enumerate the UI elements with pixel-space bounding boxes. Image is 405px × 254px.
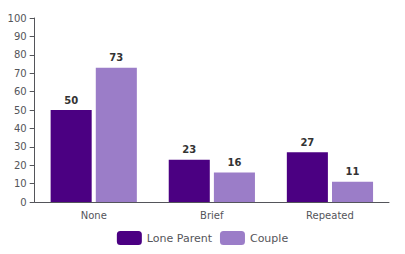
svg-text:Lone Parent: Lone Parent (147, 232, 213, 245)
svg-text:60: 60 (14, 86, 27, 97)
svg-text:40: 40 (14, 123, 27, 134)
svg-text:Repeated: Repeated (306, 210, 354, 221)
svg-text:50: 50 (14, 105, 27, 116)
svg-text:80: 80 (14, 49, 27, 60)
svg-text:20: 20 (14, 160, 27, 171)
svg-text:27: 27 (300, 137, 314, 148)
svg-text:11: 11 (346, 166, 360, 177)
svg-text:70: 70 (14, 68, 27, 79)
svg-text:30: 30 (14, 141, 27, 152)
svg-text:Couple: Couple (250, 232, 288, 245)
svg-text:23: 23 (182, 144, 196, 155)
svg-text:90: 90 (14, 31, 27, 42)
svg-text:73: 73 (109, 52, 123, 63)
svg-text:None: None (81, 210, 107, 221)
svg-text:16: 16 (227, 157, 241, 168)
svg-text:10: 10 (14, 178, 27, 189)
svg-text:100: 100 (8, 13, 27, 24)
svg-text:50: 50 (64, 95, 78, 106)
svg-text:0: 0 (20, 197, 26, 208)
svg-text:Brief: Brief (200, 210, 224, 221)
